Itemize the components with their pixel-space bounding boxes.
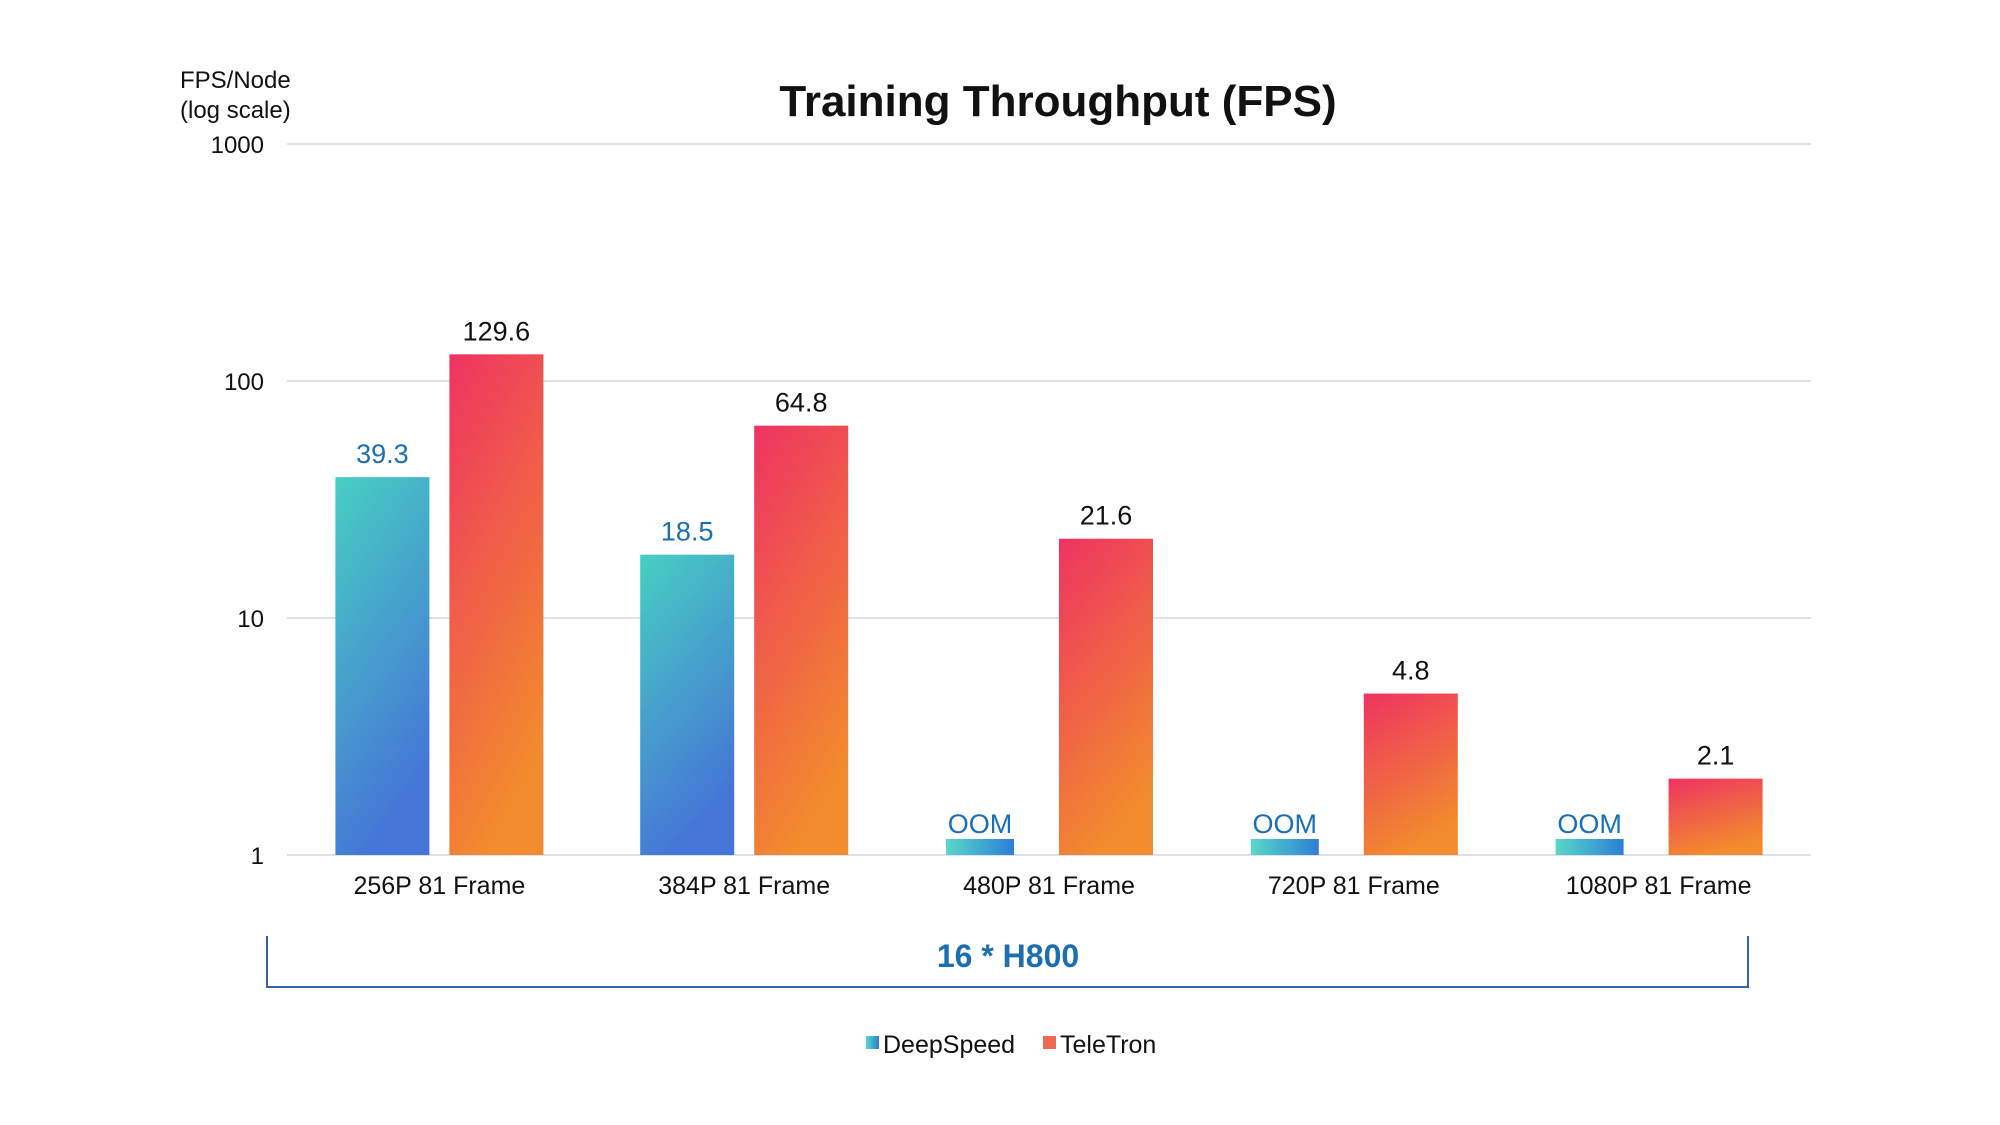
legend: DeepSpeed TeleTron <box>866 1031 1156 1059</box>
bar-teletron-1 <box>754 425 849 855</box>
gpu-bracket <box>266 936 1749 988</box>
y-tick-label-100: 100 <box>224 369 264 396</box>
bar-label-deepspeed-2: OOM <box>948 809 1013 839</box>
y-axis-label-line2: (log scale) <box>180 97 291 124</box>
bar-label-deepspeed-3: OOM <box>1253 809 1318 839</box>
y-tick-label-1: 1 <box>251 843 264 870</box>
bar-teletron-3 <box>1363 693 1458 855</box>
bars <box>335 354 1763 855</box>
bar-deepspeed-2 <box>946 839 1014 855</box>
bar-label-deepspeed-0: 39.3 <box>356 439 409 469</box>
category-label-4: 1080P 81 Frame <box>1566 872 1752 900</box>
bar-teletron-4 <box>1668 778 1763 855</box>
chart-title: Training Throughput (FPS) <box>779 77 1336 126</box>
legend-swatch-teletron <box>1043 1036 1056 1049</box>
category-label-1: 384P 81 Frame <box>658 872 830 900</box>
bar-teletron-0 <box>449 354 544 855</box>
category-label-3: 720P 81 Frame <box>1268 872 1440 900</box>
bar-label-teletron-3: 4.8 <box>1392 656 1430 686</box>
bar-deepspeed-1 <box>640 554 735 855</box>
bar-deepspeed-3 <box>1250 839 1319 855</box>
bar-label-teletron-0: 129.6 <box>463 316 531 346</box>
category-labels: 256P 81 Frame 384P 81 Frame 480P 81 Frame 7… <box>353 872 1751 900</box>
legend-label-teletron: TeleTron <box>1060 1031 1156 1059</box>
bar-label-teletron-2: 21.6 <box>1080 501 1133 531</box>
bar-value-labels: 39.3 129.6 18.5 64.8 OOM 21.6 OOM 4.8 OOM 2.1 <box>356 316 1734 839</box>
y-tick-label-1000: 1000 <box>211 132 264 159</box>
gpu-annotation: 16 * H800 <box>937 938 1079 974</box>
y-axis-label-line1: FPS/Node <box>180 67 291 94</box>
bar-label-teletron-4: 2.1 <box>1697 741 1735 771</box>
y-tick-labels: 1 10 100 1000 <box>211 132 264 870</box>
legend-label-deepspeed: DeepSpeed <box>883 1031 1015 1059</box>
y-tick-label-10: 10 <box>237 606 264 633</box>
bar-label-deepspeed-1: 18.5 <box>661 517 714 547</box>
legend-swatch-deepspeed <box>866 1036 879 1049</box>
bar-label-teletron-1: 64.8 <box>775 388 828 418</box>
category-label-0: 256P 81 Frame <box>353 872 525 900</box>
bar-deepspeed-0 <box>335 477 430 855</box>
bar-label-deepspeed-4: OOM <box>1557 809 1622 839</box>
bar-teletron-2 <box>1059 538 1153 855</box>
category-label-2: 480P 81 Frame <box>963 872 1135 900</box>
bar-deepspeed-4 <box>1555 839 1624 855</box>
